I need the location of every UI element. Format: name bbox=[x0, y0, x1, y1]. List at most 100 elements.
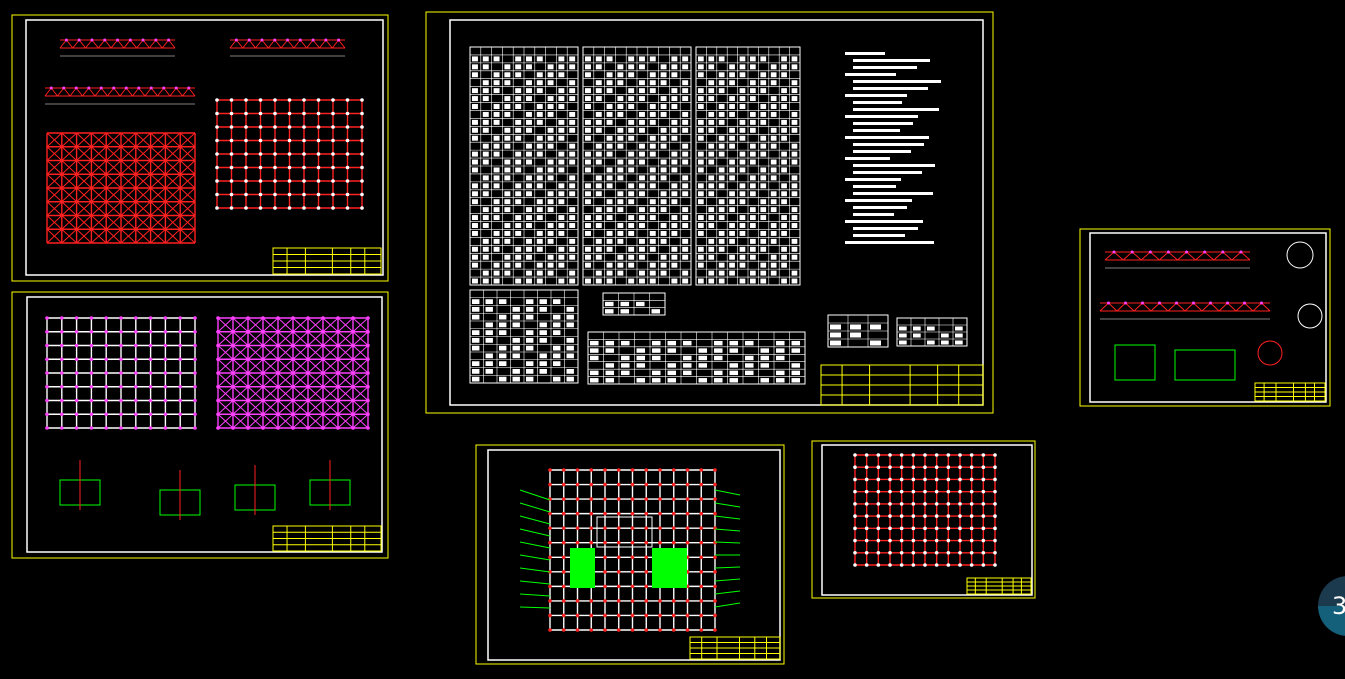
node-marker bbox=[306, 357, 310, 362]
node-marker bbox=[345, 138, 350, 143]
diagonal-member bbox=[217, 358, 234, 374]
table-cell-text bbox=[682, 191, 689, 197]
node-marker bbox=[246, 343, 250, 348]
table-cell-text bbox=[606, 199, 613, 205]
diagonal-member bbox=[105, 201, 122, 216]
node-marker bbox=[247, 38, 251, 42]
truss-web bbox=[235, 39, 244, 49]
table-cell-text bbox=[493, 56, 500, 62]
diagonal-member bbox=[322, 331, 339, 346]
truss-web bbox=[72, 39, 80, 49]
node-marker bbox=[246, 357, 250, 362]
node-marker bbox=[321, 398, 325, 403]
sheet-node-plan[interactable] bbox=[11, 291, 389, 559]
table-cell-text bbox=[671, 64, 678, 70]
diagonal-member bbox=[165, 146, 181, 161]
node-marker bbox=[366, 384, 370, 389]
node-marker bbox=[276, 398, 280, 403]
table-cell-text bbox=[791, 96, 798, 102]
node-marker bbox=[244, 98, 248, 102]
table-cell-text bbox=[649, 80, 656, 86]
node-marker bbox=[178, 316, 182, 320]
diagonal-member bbox=[247, 372, 264, 388]
table-cell-text bbox=[718, 88, 725, 94]
node-marker bbox=[231, 343, 235, 348]
table-cell-text bbox=[539, 361, 547, 366]
node-marker bbox=[981, 514, 986, 518]
table-cell-text bbox=[708, 127, 715, 133]
node-marker bbox=[215, 125, 219, 129]
sheet-detail[interactable] bbox=[1079, 228, 1331, 407]
truss-web bbox=[1201, 302, 1211, 312]
sheet-border bbox=[475, 444, 785, 665]
table-cell-text bbox=[504, 111, 511, 117]
table-cell-text bbox=[553, 353, 561, 359]
table-cell-text bbox=[698, 262, 704, 268]
table-cell-text bbox=[729, 135, 735, 141]
node-marker bbox=[337, 38, 341, 42]
node-marker bbox=[216, 412, 220, 417]
table-cell-text bbox=[781, 56, 787, 62]
node-marker bbox=[90, 38, 94, 42]
node-marker bbox=[923, 550, 927, 555]
table-cell-text bbox=[539, 369, 547, 374]
table-cell-text bbox=[729, 167, 735, 173]
node-marker bbox=[934, 489, 939, 494]
table-cell-text bbox=[472, 104, 478, 109]
sheet-floor-plan[interactable] bbox=[475, 444, 785, 665]
table-cell-text bbox=[660, 223, 667, 228]
table-cell-text bbox=[781, 246, 787, 252]
diagonal-member bbox=[307, 358, 324, 374]
table-cell-text bbox=[504, 191, 511, 197]
table-cell-text bbox=[770, 80, 777, 86]
table-cell-text bbox=[558, 183, 565, 189]
table-cell-text bbox=[472, 262, 478, 268]
sheet-truss-plan[interactable] bbox=[11, 14, 389, 282]
table-cell-text bbox=[526, 246, 532, 252]
node-marker bbox=[699, 540, 704, 545]
truss-web bbox=[85, 39, 93, 49]
node-marker bbox=[699, 497, 704, 501]
diagonal-member bbox=[61, 187, 77, 203]
node-marker bbox=[134, 343, 138, 348]
table-cell-text bbox=[536, 278, 543, 284]
table-cell-text bbox=[585, 230, 591, 236]
table-cell-text bbox=[499, 299, 507, 304]
table-cell-text bbox=[830, 332, 841, 338]
node-marker bbox=[336, 357, 340, 362]
table-cell-text bbox=[472, 330, 480, 335]
table-cell-text bbox=[698, 223, 704, 228]
node-marker bbox=[864, 563, 869, 567]
sheet-material-table[interactable] bbox=[425, 11, 994, 414]
table-cell-text bbox=[781, 88, 787, 94]
leader-line bbox=[714, 590, 741, 595]
table-cell-text bbox=[760, 230, 767, 236]
diagonal-member bbox=[46, 173, 63, 189]
table-cell-text bbox=[745, 340, 754, 346]
table-cell-text bbox=[760, 88, 767, 94]
table-cell-text bbox=[547, 254, 554, 260]
diagonal-member bbox=[46, 201, 63, 216]
node-marker bbox=[104, 426, 108, 430]
node-marker bbox=[946, 465, 951, 470]
node-marker bbox=[351, 384, 355, 389]
node-marker bbox=[45, 398, 49, 403]
table-cell-text bbox=[671, 199, 678, 205]
truss-web bbox=[306, 39, 314, 49]
node-marker bbox=[658, 540, 662, 545]
node-marker bbox=[993, 465, 997, 470]
leader-line bbox=[519, 567, 551, 573]
table-cell-text bbox=[683, 340, 692, 346]
node-marker bbox=[324, 38, 328, 42]
sheet-column-plan[interactable] bbox=[811, 440, 1036, 599]
node-marker bbox=[316, 98, 321, 102]
node-marker bbox=[331, 179, 335, 183]
table-cell-text bbox=[526, 207, 532, 213]
note-text-line bbox=[845, 52, 885, 55]
node-marker bbox=[876, 550, 881, 555]
node-marker bbox=[246, 412, 250, 417]
table-cell-text bbox=[791, 348, 801, 353]
table-cell-text bbox=[750, 143, 756, 149]
table-cell-text bbox=[718, 246, 725, 252]
